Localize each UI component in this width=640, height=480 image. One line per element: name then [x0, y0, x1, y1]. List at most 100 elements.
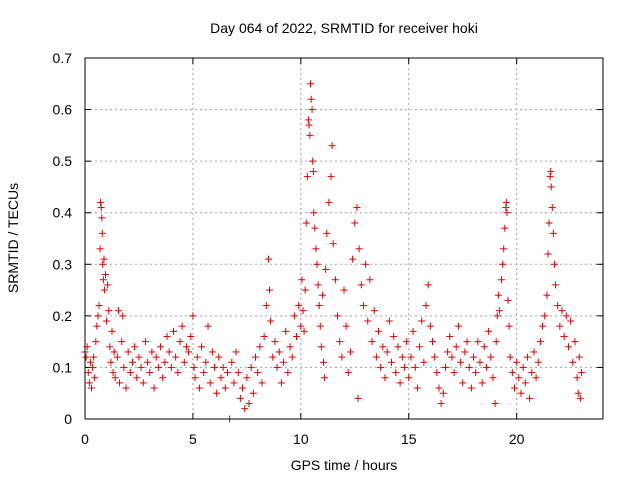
data-point	[95, 302, 103, 310]
data-point	[530, 348, 538, 356]
data-point	[230, 379, 238, 387]
data-point	[556, 322, 564, 330]
data-point	[178, 322, 186, 330]
data-point	[100, 255, 108, 263]
data-point	[267, 317, 275, 325]
y-tick-label: 0.5	[53, 153, 73, 169]
data-point	[113, 353, 121, 361]
data-point	[185, 348, 193, 356]
data-point	[426, 322, 434, 330]
data-point	[322, 265, 330, 273]
data-point	[503, 209, 511, 217]
data-points	[81, 80, 585, 423]
data-point	[300, 327, 308, 335]
data-point	[247, 363, 255, 371]
data-point	[271, 338, 279, 346]
data-point	[102, 271, 110, 279]
data-point	[500, 245, 508, 253]
data-point	[394, 343, 402, 351]
grid	[85, 58, 603, 419]
data-point	[476, 358, 484, 366]
data-point	[316, 322, 324, 330]
data-point	[290, 312, 298, 320]
data-point	[159, 374, 167, 382]
data-point	[167, 363, 175, 371]
data-point	[344, 369, 352, 377]
data-point	[334, 312, 342, 320]
data-point	[474, 338, 482, 346]
data-point	[521, 379, 529, 387]
data-point	[573, 374, 581, 382]
data-point	[93, 322, 101, 330]
data-point	[262, 302, 270, 310]
data-point	[420, 358, 428, 366]
data-point	[549, 229, 557, 237]
data-point	[317, 343, 325, 351]
data-point	[157, 343, 165, 351]
data-point	[182, 343, 190, 351]
data-point	[249, 389, 257, 397]
data-point	[550, 260, 558, 268]
data-point	[264, 255, 272, 263]
data-point	[564, 343, 572, 351]
data-point	[106, 343, 114, 351]
data-point	[465, 363, 473, 371]
data-point	[195, 384, 203, 392]
data-point	[241, 405, 249, 413]
data-point	[180, 358, 188, 366]
data-point	[409, 327, 417, 335]
data-point	[492, 338, 500, 346]
data-point	[100, 286, 108, 294]
x-tick-label: 0	[81, 431, 89, 447]
data-point	[459, 379, 467, 387]
data-point	[323, 229, 331, 237]
data-point	[314, 281, 322, 289]
data-point	[91, 374, 99, 382]
data-point	[305, 121, 313, 129]
data-point	[523, 353, 531, 361]
data-point	[213, 389, 221, 397]
data-point	[103, 317, 111, 325]
x-tick-label: 20	[509, 431, 525, 447]
data-point	[385, 317, 393, 325]
data-point	[86, 358, 94, 366]
axis-ticks	[84, 57, 603, 420]
data-point	[133, 374, 141, 382]
data-point	[574, 389, 582, 397]
data-point	[485, 327, 493, 335]
data-point	[368, 338, 376, 346]
data-point	[454, 322, 462, 330]
data-point	[541, 312, 549, 320]
data-point	[245, 400, 253, 408]
data-point	[396, 379, 404, 387]
data-point	[338, 353, 346, 361]
data-point	[577, 369, 585, 377]
data-point	[313, 260, 321, 268]
data-point	[295, 302, 303, 310]
data-point	[139, 379, 147, 387]
data-point	[146, 369, 154, 377]
data-point	[190, 363, 198, 371]
data-point	[346, 348, 354, 356]
data-point	[152, 353, 160, 361]
data-point	[266, 286, 274, 294]
data-point	[416, 343, 424, 351]
data-point	[148, 348, 156, 356]
data-point	[501, 224, 509, 232]
data-point	[489, 374, 497, 382]
data-point	[515, 374, 523, 382]
data-point	[544, 250, 552, 258]
y-tick-label: 0.1	[53, 359, 73, 375]
data-point	[435, 384, 443, 392]
data-point	[505, 322, 513, 330]
data-point	[303, 173, 311, 181]
data-point	[135, 353, 143, 361]
data-point	[172, 353, 180, 361]
tick-labels: 0 0.1 0.2 0.3 0.4 0.5 0.6 0.7 0 5 10 15 20	[53, 50, 525, 447]
data-point	[163, 332, 171, 340]
data-point	[370, 307, 378, 315]
data-point	[191, 374, 199, 382]
data-point	[258, 379, 266, 387]
data-point	[211, 363, 218, 371]
data-point	[571, 338, 579, 346]
